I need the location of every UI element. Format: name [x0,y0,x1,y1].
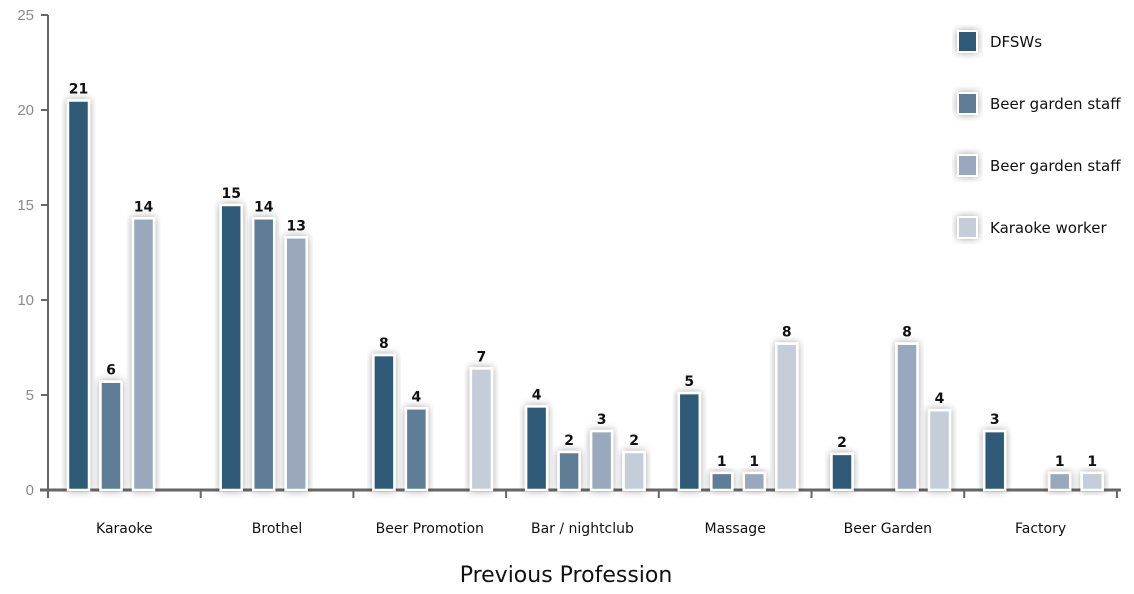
data-label: 3 [597,412,607,428]
bar [1047,471,1072,492]
bar [622,450,646,492]
legend-label: DFSWs [990,33,1042,51]
x-axis-title: Previous Profession [460,563,673,588]
y-tick-label: 0 [26,482,34,499]
data-label: 2 [564,433,574,449]
x-tick-label: Beer Garden [844,521,932,537]
bar [982,429,1007,492]
data-label: 14 [254,199,274,215]
bar [677,391,702,492]
data-label: 14 [134,199,154,215]
legend-swatch [957,154,978,177]
data-label: 3 [990,412,1000,428]
bar [710,471,734,492]
data-label: 1 [717,454,727,470]
y-tick-label: 25 [17,7,34,24]
legend-label: Beer garden staff [990,95,1121,113]
bar [775,342,799,492]
bar [469,367,494,492]
x-tick-label: Karaoke [96,521,153,537]
data-label: 4 [935,391,945,407]
x-tick-label: Brothel [252,521,302,537]
bar [742,471,767,492]
bar [251,217,276,492]
x-tick-label: Massage [704,521,765,537]
y-tick-label: 20 [17,102,34,119]
data-label: 1 [1055,454,1065,470]
bar [284,236,308,492]
bar [927,408,952,492]
legend-label: Beer garden staff [990,157,1121,175]
data-label: 21 [69,82,88,98]
bar [589,429,614,492]
data-label: 4 [532,387,542,403]
data-label: 4 [412,389,422,405]
data-label: 8 [379,336,389,352]
data-label: 6 [106,363,116,379]
data-label: 15 [221,186,240,202]
legend-item: Beer garden staff [957,154,1121,177]
data-label: 1 [1087,454,1097,470]
bar [131,217,156,492]
data-label: 1 [749,454,759,470]
data-label: 8 [782,325,792,341]
bar [557,450,581,492]
legend-swatch [957,30,978,53]
bar [219,203,243,492]
bar [524,405,549,492]
bar [372,353,396,492]
data-label: 2 [837,435,847,451]
data-label: 5 [684,374,694,390]
x-tick-label: Beer Promotion [376,521,484,537]
bars [66,99,1104,492]
bar [830,452,854,492]
legend: DFSWs Beer garden staff Beer garden staff K… [957,30,1121,239]
bar [404,407,429,492]
legend-swatch [957,216,978,239]
data-label: 7 [477,349,487,365]
y-tick-label: 5 [26,387,34,404]
legend-item: Karaoke worker [957,216,1107,239]
legend-label: Karaoke worker [990,219,1107,237]
bar [99,380,123,492]
data-label: 13 [286,218,305,234]
y-tick-label: 10 [17,292,34,309]
legend-item: Beer garden staff [957,92,1121,115]
legend-item: DFSWs [957,30,1042,53]
x-tick-label: Bar / nightclub [531,521,634,537]
x-tick-label: Factory [1015,521,1066,537]
bar [1080,471,1104,492]
data-label: 8 [902,325,912,341]
bar [66,99,91,492]
data-label: 2 [629,433,639,449]
bar [895,342,919,492]
y-tick-label: 15 [17,197,34,214]
legend-swatch [957,92,978,115]
